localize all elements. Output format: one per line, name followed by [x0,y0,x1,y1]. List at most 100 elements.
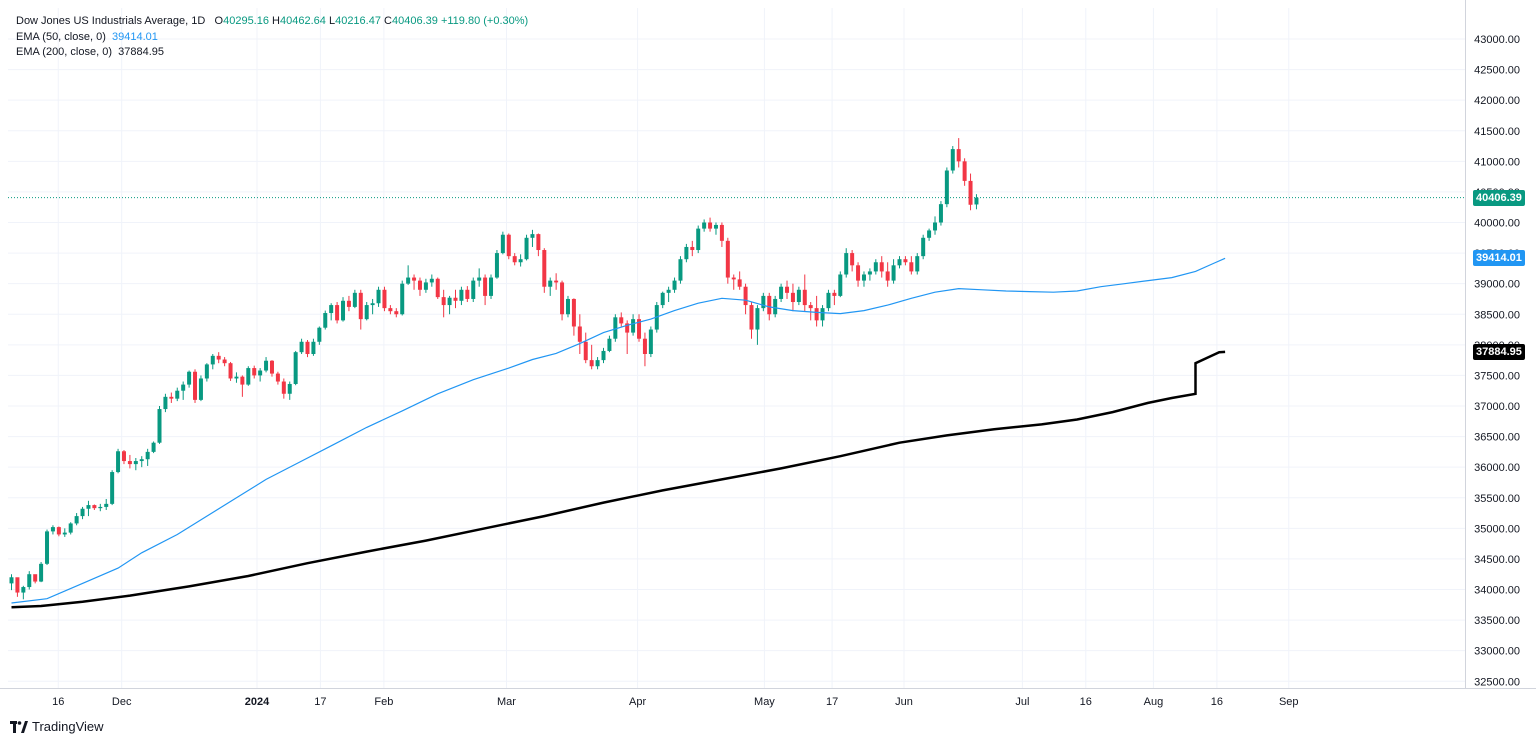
candle-up [151,442,156,452]
legend-ema200-row[interactable]: EMA (200, close, 0) 37884.95 [16,45,528,61]
ema200-line [11,350,1226,609]
candle-up [915,256,920,272]
candle-down [785,286,790,293]
candle-down [358,292,363,320]
candle-up [477,277,482,281]
symbol-title: Dow Jones US Industrials Average, 1D [16,15,206,27]
candle-up [400,283,405,315]
candle-up [891,265,896,281]
close-value: 40406.39 [391,15,438,27]
candle-down [240,376,245,385]
open-value: 40295.16 [223,15,269,27]
candle-down [512,256,517,263]
candle-up [287,383,292,394]
candle-down [642,338,647,355]
chart-grid [8,8,1465,688]
candle-down [589,360,594,367]
high-label: H [272,15,280,27]
candle-up [921,237,926,257]
candle-down [725,240,730,278]
legend-ema50-row[interactable]: EMA (50, close, 0) 39414.01 [16,30,528,46]
ema200-value: 37884.95 [118,46,165,58]
candle-up [565,298,570,315]
low-value: 40216.47 [335,15,381,27]
price-tag: 39414.01 [1473,250,1525,267]
candle-up [181,384,186,391]
candle-up [376,289,381,304]
candle-up [873,262,878,272]
candle-down [216,355,221,360]
change-value: +119.80 (+0.30%) [440,15,529,27]
ema50-line [11,257,1226,604]
candle-up [323,313,328,328]
candle-down [814,308,819,321]
candle-up [62,532,67,535]
candle-down [637,319,642,339]
candle-down [879,262,884,272]
candle-up [370,303,375,306]
candle-up [139,459,144,462]
price-tick-label: 37500.00 [1474,370,1520,382]
candle-down [252,368,257,376]
candle-up [110,472,115,504]
time-tick-label: 17 [314,696,326,708]
candle-down [850,253,855,266]
candle-up [530,234,535,238]
price-tick-label: 40000.00 [1474,218,1520,230]
candle-down [903,259,908,263]
legend-symbol-row[interactable]: Dow Jones US Industrials Average, 1D O40… [16,14,528,30]
candle-down [909,262,914,272]
candle-up [157,409,162,443]
candle-down [435,278,440,298]
candle-down [583,341,588,361]
candle-down [412,277,417,281]
candle-down [619,317,624,324]
time-tick-label: Jun [895,696,913,708]
candle-up [755,308,760,330]
candle-down [169,396,174,399]
close-label: C [384,15,392,27]
candle-down [193,371,198,400]
time-tick-label: Apr [629,696,646,708]
candle-up [867,271,872,275]
time-tick-label: 17 [826,696,838,708]
time-axis-labels: 16 Dec 2024 17 Feb Mar Apr May 17 Jun Jul 16 Aug 16 Se… [52,696,1298,708]
candle-up [518,259,523,263]
candle-up [826,292,831,309]
candle-up [74,516,79,524]
candle-up [631,319,636,333]
candle-down [719,224,724,241]
candle-up [204,364,209,379]
candle-up [104,503,109,507]
candle-down [121,451,126,462]
candle-down [417,280,422,290]
candle-up [329,305,334,314]
candle-up [820,308,825,321]
candle-down [808,305,813,309]
candle-up [974,197,979,205]
price-tick-label: 41500.00 [1474,126,1520,138]
candle-down [536,234,541,251]
candle-up [601,350,606,361]
candle-up [938,204,943,223]
ohlc-values: O40295.16 H40462.64 L40216.47 C40406.39 … [208,15,529,27]
candle-down [802,289,807,306]
candle-up [933,222,938,231]
candle-up [341,300,346,321]
candle-down [790,292,795,303]
candle-up [595,360,600,367]
ema50-label: EMA (50, close, 0) [16,30,106,43]
candle-down [127,461,132,465]
candle-up [678,259,683,281]
candle-down [506,234,511,257]
candle-down [394,311,399,315]
tradingview-logo[interactable]: TradingView [10,719,104,734]
candle-down [731,277,736,280]
candle-up [459,289,464,301]
candle-down [305,341,310,355]
time-tick-label: Feb [374,696,393,708]
ema50-value: 39414.01 [112,30,158,43]
candlestick-series [9,138,979,600]
candle-up [9,577,14,584]
